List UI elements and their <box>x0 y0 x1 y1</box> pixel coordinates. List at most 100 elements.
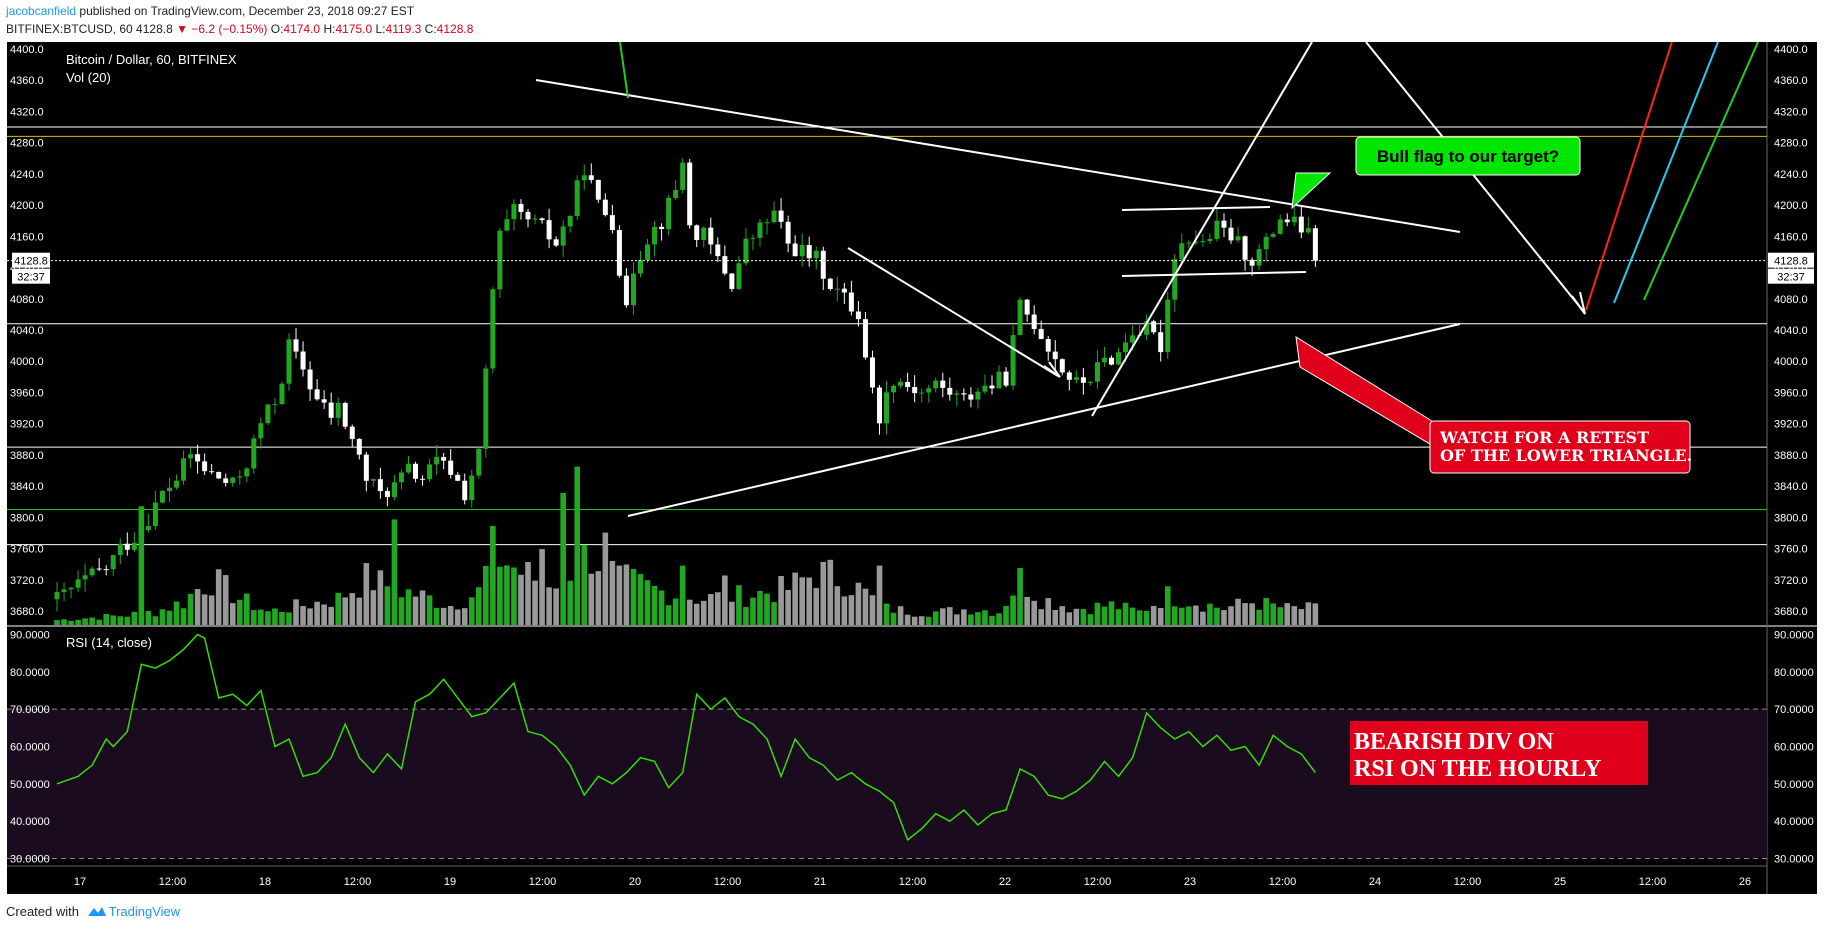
candle-body <box>216 471 222 479</box>
volume-bar <box>1115 609 1122 625</box>
volume-bar <box>644 580 651 625</box>
candle-body <box>595 179 601 200</box>
volume-bar <box>546 587 552 625</box>
candle-body <box>1179 243 1185 260</box>
volume-bar <box>229 603 236 625</box>
candle-body <box>1109 357 1114 365</box>
volume-bar <box>904 614 911 625</box>
candle-body <box>363 454 369 481</box>
high-value: 4175.0 <box>335 22 373 36</box>
candle-body <box>483 368 489 449</box>
time-tick-label: 25 <box>1554 876 1566 888</box>
volume-bar <box>321 604 327 625</box>
volume-bar <box>1045 598 1052 625</box>
candle-body <box>539 218 545 221</box>
volume-bar <box>665 605 672 625</box>
rise-line[interactable] <box>1091 41 1313 417</box>
candle-body <box>771 210 777 223</box>
volume-bar <box>1277 607 1284 625</box>
volume-bar <box>145 611 152 625</box>
flag-upper-line[interactable] <box>1121 206 1271 211</box>
candle-body <box>89 568 95 576</box>
flag-lower-line[interactable] <box>1121 271 1307 277</box>
rsi-tick-label-left: 70.0000 <box>10 704 50 716</box>
retest-text-1: WATCH FOR A RETEST <box>1439 428 1649 447</box>
rsi-tick-label-right: 90.0000 <box>1774 629 1814 641</box>
target-arrow-line[interactable] <box>1365 41 1585 313</box>
candle-body <box>1172 259 1178 300</box>
candle-body <box>300 351 306 370</box>
candle-body <box>1193 242 1199 244</box>
bull-flag-callout[interactable]: Bull flag to our target? <box>1291 136 1581 210</box>
candle-body <box>1263 236 1269 250</box>
volume-bar <box>1122 602 1129 625</box>
candle-body <box>940 380 946 388</box>
candle-body <box>1228 227 1234 241</box>
volume-bar <box>658 590 665 625</box>
volume-bar <box>729 601 735 625</box>
candle-body <box>335 402 341 418</box>
volume-bar <box>173 601 180 625</box>
candle-body <box>673 189 679 198</box>
green-diagonal-line <box>619 41 629 99</box>
candle-body <box>54 592 60 600</box>
price-tick-label-right: 4080.0 <box>1774 294 1808 306</box>
volume-bar <box>342 597 349 625</box>
ohlc-line: BITFINEX:BTCUSD, 60 4128.8 ▼ −6.2 (−0.15… <box>6 22 473 36</box>
candle-body <box>455 474 461 481</box>
volume-bar <box>841 596 848 625</box>
volume-bar <box>1228 606 1234 625</box>
candle-body <box>1249 259 1255 266</box>
candle-body <box>884 392 890 424</box>
candle-body <box>279 383 285 405</box>
rsi-line <box>56 633 1316 842</box>
volume-bar <box>602 532 609 625</box>
candle-body <box>743 238 749 264</box>
candle-body <box>630 273 636 306</box>
candle-body <box>1158 332 1164 353</box>
retest-text-2: OF THE LOWER TRIANGLE. <box>1440 446 1692 465</box>
volume-bar <box>117 616 124 625</box>
volume-bar <box>785 589 791 625</box>
candle-body <box>1123 342 1129 353</box>
candle-body <box>567 216 573 227</box>
volume-bar <box>1284 603 1291 625</box>
candle-body <box>441 456 447 461</box>
volume-bar <box>454 609 461 625</box>
price-tick-label-right: 3720.0 <box>1774 575 1808 587</box>
volume-bar <box>855 582 862 625</box>
volume-bar <box>377 570 384 625</box>
close-value: 4128.8 <box>436 22 474 36</box>
rsi-tick-label-right: 30.0000 <box>1774 854 1814 866</box>
tradingview-link[interactable]: TradingView <box>108 904 181 919</box>
bearish-div-callout[interactable]: BEARISH DIV ON RSI ON THE HOURLY <box>1350 721 1648 785</box>
candle-body <box>848 292 854 312</box>
candle-body <box>209 471 215 473</box>
volume-bar <box>349 593 356 625</box>
volume-bar <box>1136 610 1143 625</box>
volume-bar <box>1214 607 1220 625</box>
candle-body <box>103 569 109 571</box>
candle-body <box>223 478 229 483</box>
candle-body <box>1305 228 1311 233</box>
candle-body <box>750 237 756 239</box>
author-link[interactable]: jacobcanfield <box>6 4 77 18</box>
volume-bar <box>328 606 334 625</box>
arrow-head <box>1043 361 1061 378</box>
volume-bar <box>700 600 707 625</box>
volume-bar <box>1242 603 1248 625</box>
volume-bar <box>707 594 714 625</box>
price-tick-label-left: 4320.0 <box>10 106 44 118</box>
volume-bar <box>1207 603 1213 625</box>
candle-body <box>862 319 868 358</box>
volume-bar <box>686 599 693 625</box>
volume-bar <box>932 611 939 625</box>
close-label: C: <box>424 22 437 36</box>
candle-body <box>602 199 608 216</box>
last-price: 4128.8 <box>136 22 173 36</box>
down-arrow-line[interactable] <box>847 247 1059 377</box>
retest-callout[interactable]: WATCH FOR A RETEST OF THE LOWER TRIANGLE… <box>1295 336 1692 474</box>
volume-bar <box>1010 595 1016 625</box>
upper-triangle-line[interactable] <box>535 79 1461 233</box>
